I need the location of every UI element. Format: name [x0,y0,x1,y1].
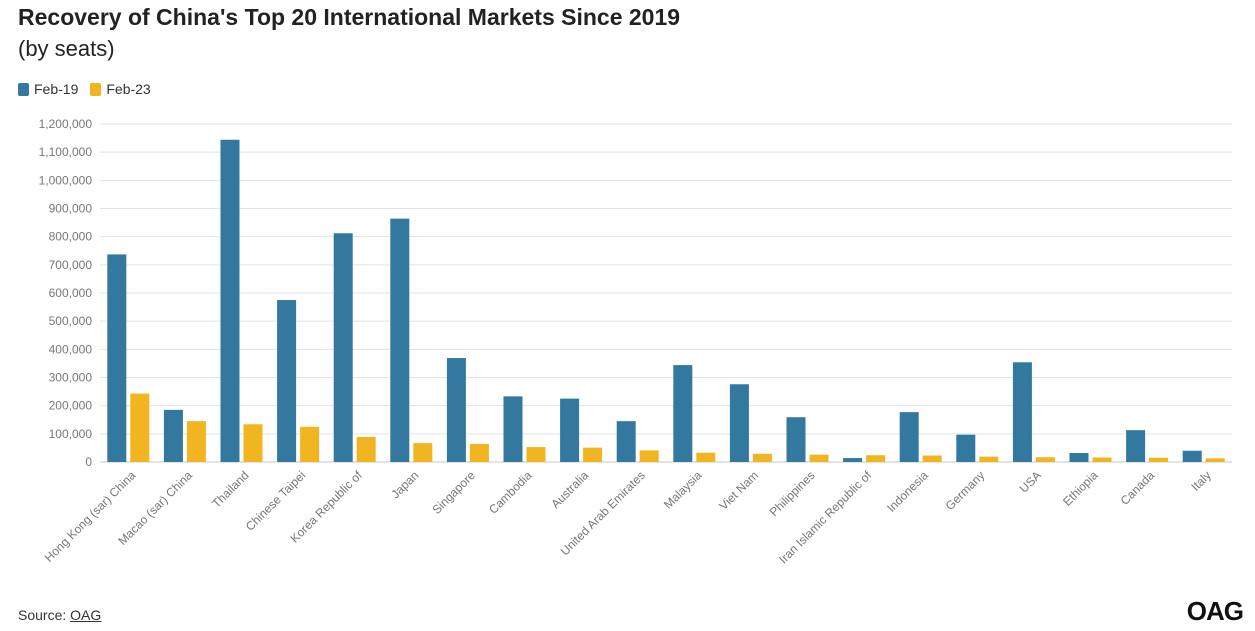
bar-feb-19-cambodia [503,396,523,462]
bar-feb-23-australia [583,447,603,462]
x-tick-label-hong-kong-sar-china: Hong Kong (sar) China [42,468,139,565]
y-tick-label: 600,000 [49,286,93,300]
bar-feb-23-macao-sar-china [186,421,206,462]
chart-title: Recovery of China's Top 20 International… [18,4,681,30]
bar-feb-19-korea-republic-of [333,233,353,462]
legend-swatch-feb-23 [90,82,102,96]
legend: Feb-19 Feb-23 [18,81,151,97]
bar-feb-19-viet-nam [729,384,749,462]
oag-logo: OAG [1186,596,1244,626]
legend-item-feb-19[interactable]: Feb-19 [18,81,78,97]
bar-feb-23-singapore [469,443,489,462]
bar-feb-19-australia [560,398,580,462]
y-tick-label: 800,000 [49,230,93,244]
x-tick-label-ethiopia: Ethiopia [1060,468,1101,509]
x-tick-label-canada: Canada [1118,468,1158,508]
x-tick-label-viet-nam: Viet Nam [716,468,761,513]
y-tick-label: 1,000,000 [39,173,93,187]
bar-feb-19-usa [1012,362,1032,462]
bar-feb-23-ethiopia [1092,457,1112,462]
bar-feb-23-malaysia [696,452,716,462]
legend-label-feb-23: Feb-23 [106,81,151,97]
legend-swatch-feb-19 [18,82,29,96]
x-tick-label-usa: USA [1017,468,1044,495]
y-tick-label: 900,000 [49,202,93,216]
bar-feb-19-philippines [786,417,806,462]
bar-feb-19-ethiopia [1069,452,1089,462]
source-link[interactable]: OAG [70,607,102,623]
y-tick-label: 500,000 [49,314,93,328]
chart-subtitle: (by seats) [18,36,115,61]
x-tick-label-germany: Germany [943,468,988,513]
y-tick-label: 100,000 [49,427,93,441]
bar-feb-23-united-arab-emirates [639,450,659,462]
bar-feb-19-chinese-taipei [277,300,297,462]
x-tick-label-iran-islamic-republic-of: Iran Islamic Republic of [776,468,875,567]
source-label: Source: [18,607,67,623]
x-tick-label-malaysia: Malaysia [661,468,705,512]
bar-feb-23-iran-islamic-republic-of [866,455,886,462]
y-tick-label: 200,000 [49,399,93,413]
x-tick-label-singapore: Singapore [429,468,478,517]
bar-feb-23-italy [1205,458,1225,462]
bar-feb-23-philippines [809,454,829,462]
x-tick-label-australia: Australia [548,468,591,511]
x-tick-label-italy: Italy [1188,468,1213,493]
x-tick-label-philippines: Philippines [767,468,818,519]
bar-feb-19-canada [1126,430,1146,462]
x-tick-label-thailand: Thailand [209,468,251,510]
y-tick-label: 400,000 [49,342,93,356]
x-tick-label-japan: Japan [388,468,421,501]
bar-feb-23-germany [979,456,999,462]
bar-feb-23-canada [1149,457,1169,462]
bar-feb-23-indonesia [922,455,942,462]
bar-feb-19-macao-sar-china [163,409,183,462]
bar-feb-19-singapore [446,358,466,462]
bar-feb-19-united-arab-emirates [616,421,636,462]
source-note: Source: OAG [18,607,101,623]
legend-item-feb-23[interactable]: Feb-23 [90,81,151,97]
y-tick-label: 700,000 [49,258,93,272]
bar-feb-19-japan [390,218,410,462]
bar-feb-19-malaysia [673,365,693,462]
y-tick-label: 1,200,000 [39,117,93,131]
bar-feb-19-italy [1182,450,1202,462]
bar-feb-19-iran-islamic-republic-of [843,458,863,462]
bar-feb-23-japan [413,443,433,462]
bar-feb-23-usa [1035,457,1055,462]
y-tick-label: 300,000 [49,371,93,385]
bar-feb-19-thailand [220,139,240,463]
bar-feb-19-germany [956,434,976,462]
x-tick-label-indonesia: Indonesia [884,468,931,515]
bar-feb-19-indonesia [899,412,919,462]
x-tick-label-cambodia: Cambodia [486,468,535,517]
bar-feb-23-cambodia [526,447,546,462]
bar-feb-23-thailand [243,424,263,462]
bar-feb-23-viet-nam [752,453,772,462]
legend-label-feb-19: Feb-19 [34,81,79,97]
bar-feb-23-hong-kong-sar-china [130,393,150,462]
y-tick-label: 0 [85,455,92,469]
bar-feb-23-korea-republic-of [356,436,376,462]
y-tick-label: 1,100,000 [39,145,93,159]
bar-feb-19-hong-kong-sar-china [107,254,127,462]
bar-feb-23-chinese-taipei [300,426,320,462]
